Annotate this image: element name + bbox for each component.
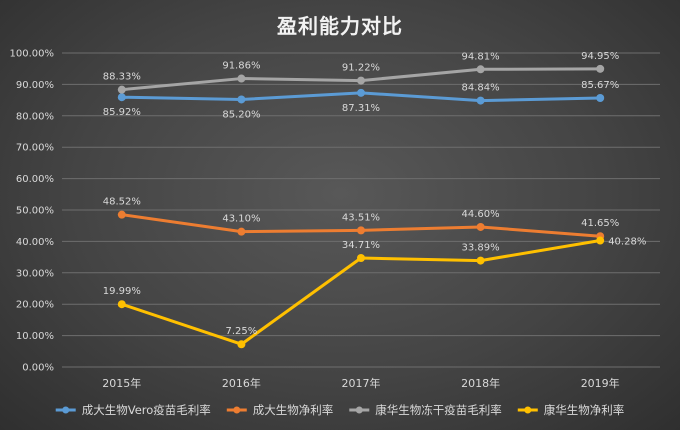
- y-tick-label: 10.00%: [16, 331, 54, 342]
- x-tick-label: 2017年: [342, 376, 381, 390]
- y-tick-label: 80.00%: [16, 111, 54, 122]
- data-point: [357, 76, 365, 85]
- y-tick-label: 70.00%: [16, 143, 54, 154]
- x-axis-ticks: 2015年 2016年 2017年 2018年 2019年: [102, 376, 619, 390]
- data-point: [476, 65, 485, 74]
- data-label: 85.92%: [103, 107, 141, 118]
- data-point: [596, 236, 605, 245]
- legend-label: 康华生物净利率: [544, 403, 625, 417]
- legend-label: 成大生物净利率: [253, 403, 334, 417]
- y-tick-label: 90.00%: [16, 80, 54, 91]
- data-point: [357, 88, 365, 97]
- data-point: [117, 93, 126, 102]
- data-label: 40.28%: [608, 237, 646, 248]
- data-label: 34.71%: [342, 240, 380, 251]
- data-labels: 85.92% 85.20% 87.31% 84.84% 85.67% 48.52% 43.1…: [103, 51, 647, 337]
- data-point: [237, 227, 246, 236]
- x-tick-label: 2018年: [461, 376, 500, 390]
- data-point: [237, 74, 246, 83]
- y-tick-label: 40.00%: [16, 237, 54, 248]
- y-tick-label: 100.00%: [10, 49, 55, 60]
- data-label: 33.89%: [462, 243, 500, 254]
- legend-label: 康华生物冻干疫苗毛利率: [375, 403, 502, 417]
- legend-marker-dot: [62, 406, 70, 414]
- y-axis-ticks: 0.00% 10.00% 20.00% 30.00% 40.00% 50.00% 60.00…: [10, 49, 55, 374]
- data-label: 85.20%: [222, 109, 260, 120]
- legend-label: 成大生物Vero疫苗毛利率: [82, 403, 211, 417]
- data-label: 19.99%: [103, 286, 141, 297]
- data-label: 84.84%: [462, 83, 500, 94]
- y-tick-label: 60.00%: [16, 174, 54, 185]
- data-label: 44.60%: [462, 209, 500, 220]
- gridlines: [62, 52, 660, 368]
- y-tick-label: 0.00%: [22, 363, 54, 374]
- data-label: 94.95%: [581, 51, 619, 62]
- data-point: [237, 340, 246, 349]
- legend-marker-dot: [524, 406, 532, 414]
- data-label: 7.25%: [226, 326, 258, 337]
- data-point: [357, 226, 365, 235]
- data-point: [117, 85, 126, 94]
- data-label: 91.86%: [222, 61, 260, 72]
- x-tick-label: 2016年: [222, 376, 261, 390]
- y-tick-label: 30.00%: [16, 268, 54, 279]
- y-tick-label: 50.00%: [16, 206, 54, 217]
- legend-marker-dot: [355, 406, 363, 414]
- x-tick-label: 2019年: [581, 376, 620, 390]
- data-point: [237, 95, 246, 104]
- data-label: 48.52%: [103, 197, 141, 208]
- data-label: 88.33%: [103, 72, 141, 83]
- data-point: [357, 254, 365, 263]
- data-point: [476, 96, 485, 105]
- data-label: 85.67%: [581, 80, 619, 91]
- data-point: [117, 300, 126, 309]
- chart-title: 盈利能力对比: [276, 14, 403, 38]
- data-label: 87.31%: [342, 103, 380, 114]
- legend: 成大生物Vero疫苗毛利率 成大生物净利率 康华生物冻干疫苗毛利率 康华生物净利率: [55, 403, 625, 417]
- data-point: [596, 64, 605, 73]
- data-label: 43.51%: [342, 212, 380, 223]
- x-tick-label: 2015年: [102, 376, 141, 390]
- y-tick-label: 20.00%: [16, 300, 54, 311]
- legend-marker-dot: [233, 406, 241, 414]
- data-point: [476, 256, 485, 265]
- data-point: [117, 210, 126, 219]
- data-label: 43.10%: [222, 214, 260, 225]
- data-label: 41.65%: [581, 218, 619, 229]
- data-label: 94.81%: [462, 51, 500, 62]
- data-label: 91.22%: [342, 63, 380, 74]
- data-point: [476, 222, 485, 231]
- series-points: [117, 64, 605, 349]
- data-point: [596, 93, 605, 102]
